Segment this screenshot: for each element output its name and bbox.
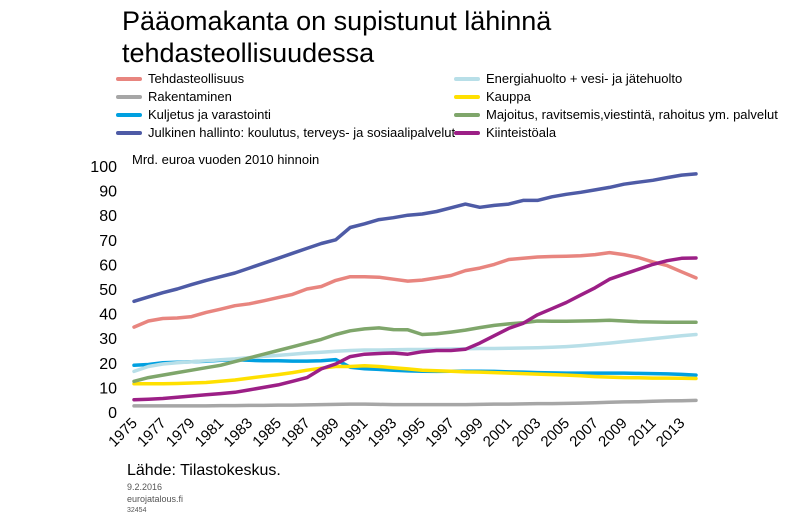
- y-tick-label: 40: [99, 307, 117, 324]
- x-tick-label: 1977: [134, 415, 170, 451]
- series-line: [132, 364, 698, 386]
- x-tick-label: 2005: [538, 415, 574, 451]
- legend-item: Kauppa: [454, 88, 531, 106]
- x-tick-label: 1983: [220, 415, 256, 451]
- x-tick-label: 1981: [192, 415, 228, 451]
- legend-label: Majoitus, ravitsemis,viestintä, rahoitus…: [486, 107, 778, 122]
- legend-swatch: [116, 77, 142, 81]
- chart-code: 32454: [127, 507, 147, 514]
- x-tick-label: 1989: [307, 415, 343, 451]
- unit-label: Mrd. euroa vuoden 2010 hinnoin: [132, 152, 320, 167]
- legend-item: Kuljetus ja varastointi: [116, 106, 271, 124]
- y-tick-label: 60: [99, 257, 117, 274]
- y-tick-label: 10: [99, 380, 117, 397]
- site-name: eurojatalous.fi: [127, 494, 184, 504]
- y-tick-label: 50: [99, 282, 117, 299]
- legend-label: Kuljetus ja varastointi: [148, 107, 271, 122]
- y-tick-label: 70: [99, 233, 117, 250]
- series-line: [132, 172, 698, 304]
- chart-title: Pääomakanta on supistunut lähinnä tehdas…: [122, 6, 552, 68]
- x-tick-label: 1993: [365, 415, 401, 451]
- y-tick-label: 30: [99, 331, 117, 348]
- date-stamp: 9.2.2016: [127, 482, 163, 492]
- legend-item: Tehdasteollisuus: [116, 70, 244, 88]
- legend-item: Energiahuolto + vesi- ja jätehuolto: [454, 70, 682, 88]
- y-tick-label: 90: [99, 184, 117, 201]
- legend-swatch: [454, 95, 480, 99]
- x-tick-label: 1995: [393, 415, 429, 451]
- legend-label: Tehdasteollisuus: [148, 71, 245, 86]
- series-line: [132, 398, 698, 408]
- x-tick-label: 1999: [451, 415, 487, 451]
- legend: Tehdasteollisuus Rakentaminen Kuljetus j…: [116, 70, 796, 142]
- legend-swatch: [454, 113, 480, 117]
- legend-label: Rakentaminen: [148, 89, 232, 104]
- x-tick-label: 2003: [509, 415, 545, 451]
- legend-item: Kiinteistöala: [454, 124, 556, 142]
- x-tick-label: 1987: [278, 415, 314, 451]
- legend-label: Energiahuolto + vesi- ja jätehuolto: [486, 71, 683, 86]
- x-tick-label: 1997: [422, 415, 458, 451]
- x-tick-label: 2013: [653, 415, 689, 451]
- legend-swatch: [116, 113, 142, 117]
- y-tick-label: 0: [108, 405, 117, 422]
- legend-label: Kiinteistöala: [486, 125, 557, 140]
- x-tick-label: 1991: [336, 415, 372, 451]
- x-tick-label: 2001: [480, 415, 516, 451]
- legend-label: Kauppa: [486, 89, 531, 104]
- x-tick-label: 2009: [595, 415, 631, 451]
- x-tick-label: 2011: [625, 415, 660, 450]
- legend-label: Julkinen hallinto: koulutus, terveys- ja…: [148, 125, 456, 140]
- legend-swatch: [116, 95, 142, 99]
- legend-item: Majoitus, ravitsemis,viestintä, rahoitus…: [454, 106, 778, 124]
- source-note: Lähde: Tilastokeskus.: [127, 462, 281, 479]
- legend-swatch: [116, 131, 142, 135]
- x-tick-label: 2007: [566, 415, 602, 451]
- x-tick-label: 1979: [163, 415, 199, 451]
- series-line: [132, 318, 698, 384]
- y-tick-label: 20: [99, 356, 117, 373]
- series-line: [132, 256, 698, 402]
- legend-swatch: [454, 77, 480, 81]
- series-line: [132, 332, 698, 374]
- legend-item: Rakentaminen: [116, 88, 232, 106]
- x-tick-label: 1985: [249, 415, 285, 451]
- legend-item: Julkinen hallinto: koulutus, terveys- ja…: [116, 124, 455, 142]
- y-tick-label: 100: [90, 159, 117, 176]
- series-line: [132, 250, 698, 329]
- legend-swatch: [454, 131, 480, 135]
- y-tick-label: 80: [99, 208, 117, 225]
